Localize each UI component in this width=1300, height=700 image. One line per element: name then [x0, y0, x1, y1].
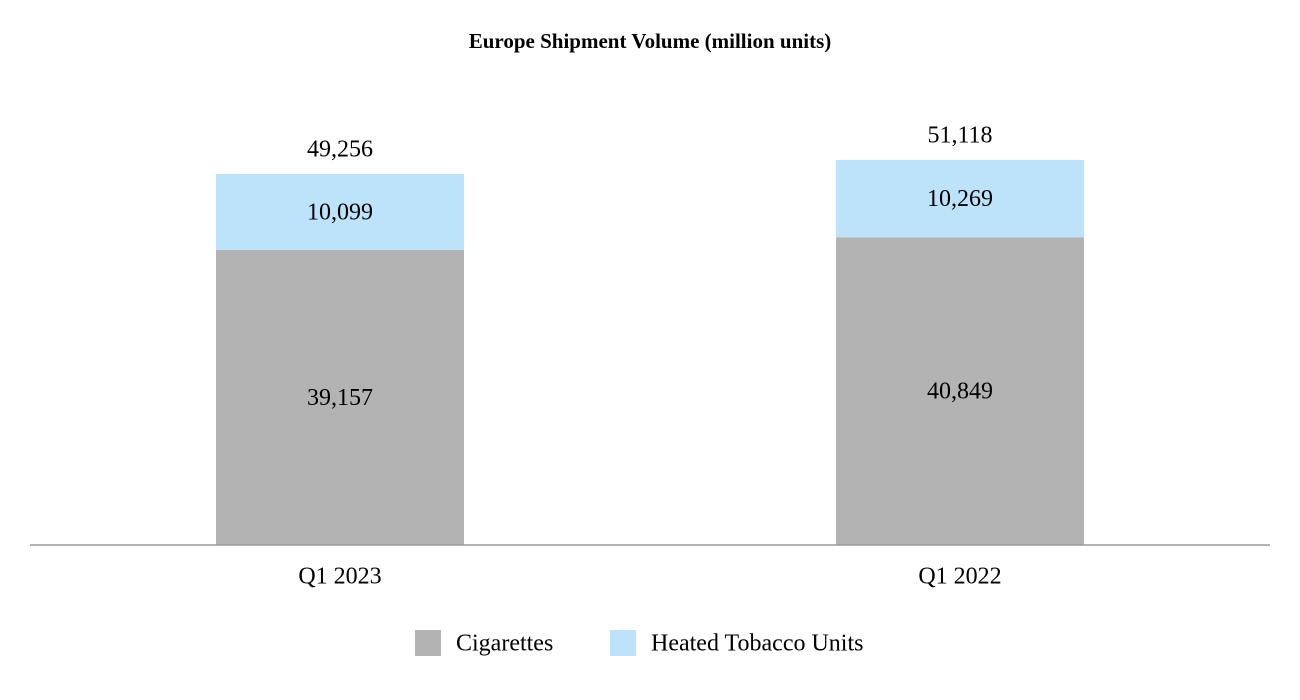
x-tick-label: Q1 2022 — [918, 564, 1001, 590]
value-label: 40,849 — [927, 379, 993, 405]
value-label: 10,269 — [927, 186, 993, 212]
value-label: 39,157 — [307, 385, 373, 411]
legend-label: Heated Tobacco Units — [651, 631, 863, 657]
value-label: 10,099 — [307, 199, 373, 225]
bar-segment — [836, 237, 1084, 545]
bar-segment — [216, 250, 464, 545]
bar-segment — [216, 173, 464, 251]
legend-swatch — [610, 630, 636, 656]
total-label: 51,118 — [927, 122, 992, 148]
x-tick-label: Q1 2023 — [298, 564, 381, 590]
legend-label: Cigarettes — [456, 631, 553, 657]
total-label: 49,256 — [307, 136, 373, 162]
legend-swatch — [415, 630, 441, 656]
chart-title: Europe Shipment Volume (million units) — [469, 29, 832, 53]
bar-segment — [836, 159, 1084, 238]
